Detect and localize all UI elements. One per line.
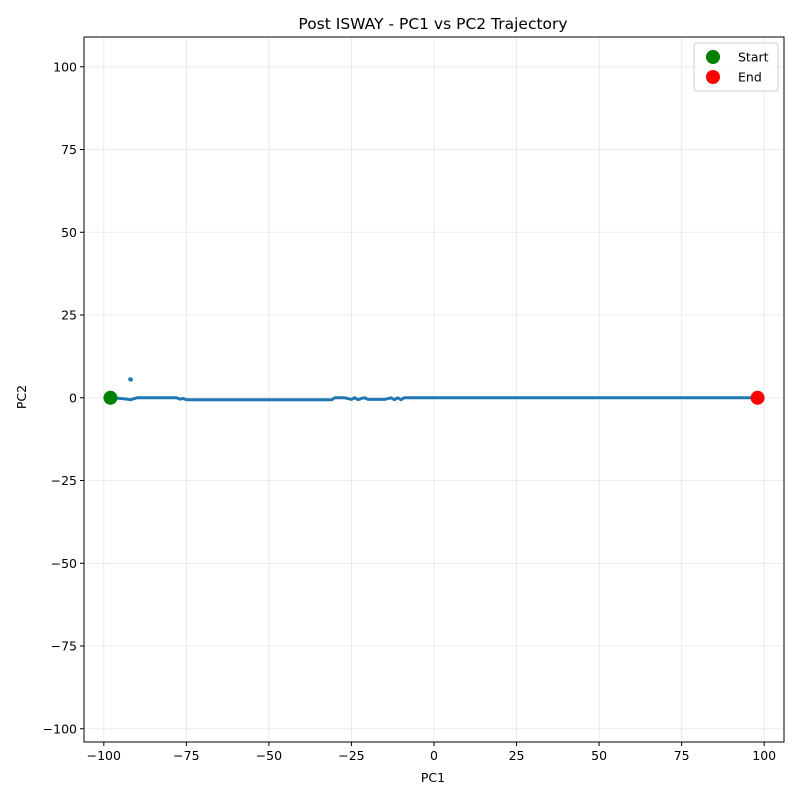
data-layer — [103, 377, 765, 405]
legend-label-end: End — [738, 70, 762, 85]
axes: −100 −75 −50 −25 0 25 50 75 100 −100 −75 −50 −25 0 25 5… — [43, 36, 785, 763]
x-tick-label: 50 — [591, 748, 607, 763]
trajectory-point — [128, 377, 133, 382]
x-tick-label: 0 — [430, 748, 438, 763]
trajectory-line — [108, 396, 760, 402]
x-tick-label: −25 — [338, 748, 364, 763]
x-tick-label: −100 — [87, 748, 121, 763]
y-tick-label: 50 — [61, 225, 77, 240]
x-tick-label: −50 — [256, 748, 282, 763]
x-tick-label: 75 — [674, 748, 690, 763]
x-tick-label: 100 — [752, 748, 776, 763]
legend-label-start: Start — [738, 50, 769, 65]
y-axis-label: PC2 — [14, 385, 29, 409]
y-tick-label: 0 — [69, 390, 77, 405]
legend-marker-start — [706, 50, 720, 64]
legend: Start End — [693, 42, 779, 92]
x-tick-label: −75 — [173, 748, 199, 763]
x-tick-label: 25 — [509, 748, 525, 763]
y-tick-label: −25 — [51, 473, 77, 488]
y-tick-label: −50 — [51, 556, 77, 571]
y-tick-label: −100 — [43, 721, 77, 736]
chart-title: Post ISWAY - PC1 vs PC2 Trajectory — [298, 15, 567, 33]
y-tick-label: 25 — [61, 308, 77, 323]
y-tick-label: 75 — [61, 142, 77, 157]
y-tick-label: 100 — [53, 59, 77, 74]
end-marker — [750, 390, 765, 405]
x-axis-label: PC1 — [421, 770, 445, 785]
y-tick-label: −75 — [51, 639, 77, 654]
legend-marker-end — [706, 70, 720, 84]
start-marker — [103, 390, 118, 405]
